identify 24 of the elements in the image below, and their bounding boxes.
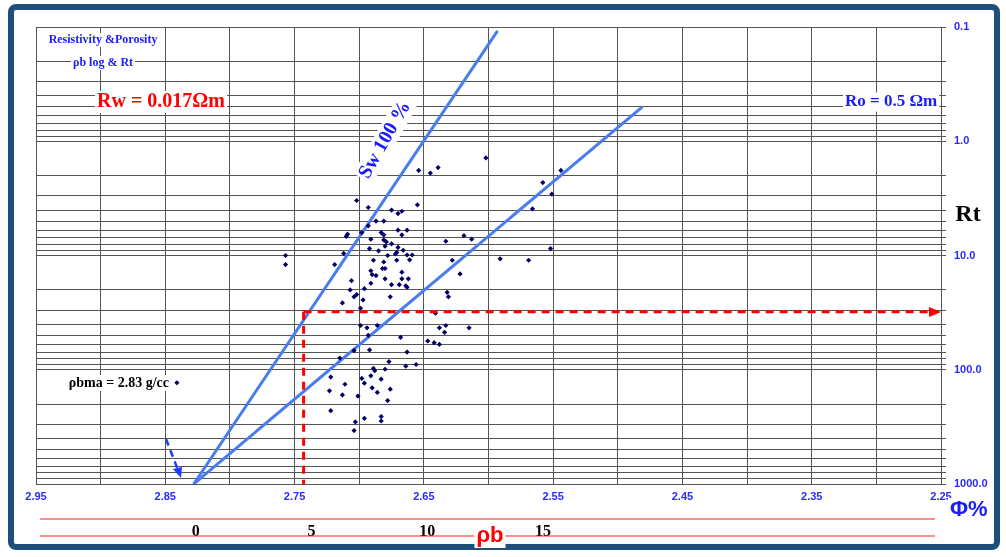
y-tick-label: 0.1: [954, 20, 970, 33]
x-axis-title: ρb: [476, 522, 504, 548]
x-tick-label: 2.65: [413, 489, 435, 502]
x-tick-label: 2.35: [801, 489, 823, 502]
x-tick-label: 2.95: [25, 489, 47, 502]
annotation: Rw = 0.017Ωm: [97, 89, 226, 112]
x-tick-label: 2.55: [542, 489, 564, 502]
y-tick-label: 10.0: [954, 248, 976, 261]
y-tick-label: 1.0: [954, 134, 970, 147]
annotation: Sw 100 %: [352, 96, 415, 182]
y-tick-label: 100.0: [954, 362, 982, 375]
y-axis-title: Rt: [955, 200, 981, 227]
x-tick-label: 2.75: [283, 489, 306, 502]
x2-tick-label: 0: [191, 521, 200, 539]
x2-tick-label: 10: [419, 521, 436, 539]
x2-tick-label: 15: [534, 521, 551, 539]
text: ρb log & Rt: [72, 55, 134, 70]
chart-title: Resistivity &Porosity: [48, 32, 158, 47]
x-tick-label: 2.45: [671, 489, 694, 502]
x-tick-label: 2.85: [154, 489, 176, 502]
annotation: Ro = 0.5 Ωm: [845, 91, 938, 111]
x2-tick-label: 5: [307, 521, 316, 539]
y-tick-label: 1000.0: [954, 477, 988, 490]
annotation: ρbma = 2.83 g/cc: [68, 374, 169, 390]
